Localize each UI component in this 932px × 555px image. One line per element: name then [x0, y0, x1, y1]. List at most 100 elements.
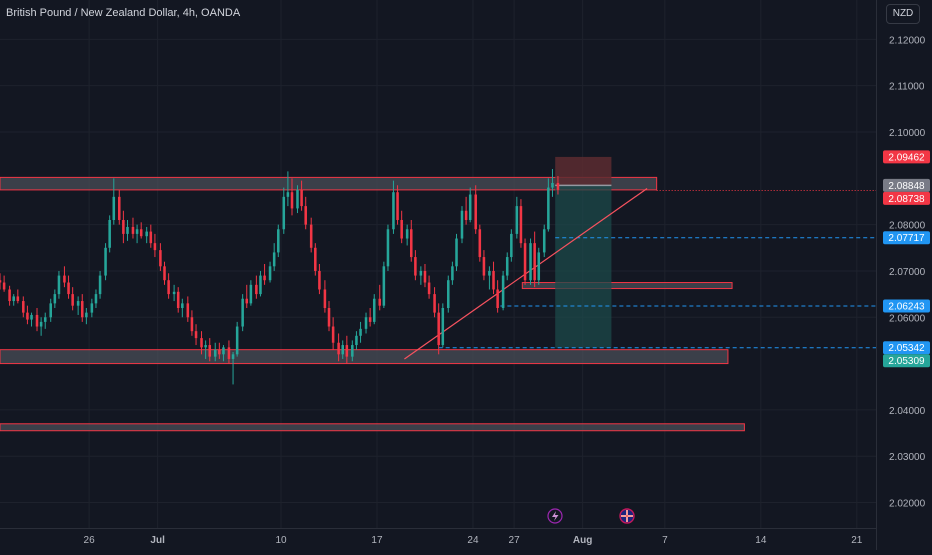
- price-label-box: [883, 341, 930, 355]
- price-tick-label: 2.03000: [889, 452, 926, 463]
- candle: [167, 273, 170, 299]
- candle: [259, 270, 262, 297]
- candle: [427, 275, 431, 299]
- candle: [414, 250, 417, 281]
- take-profit-area[interactable]: [555, 185, 612, 348]
- candle-body: [337, 342, 340, 355]
- price-label: 2.09462: [883, 150, 930, 164]
- candle: [117, 189, 121, 225]
- candle-body: [249, 284, 253, 304]
- candle: [98, 270, 102, 299]
- candle: [163, 261, 166, 285]
- candle: [190, 310, 194, 336]
- candle: [372, 294, 376, 325]
- candle-body: [139, 229, 143, 237]
- candle-body: [368, 317, 372, 322]
- candle-body: [231, 354, 235, 359]
- candle: [39, 317, 43, 336]
- candle-body: [496, 289, 499, 308]
- candle-body: [208, 345, 212, 357]
- candle: [71, 287, 74, 311]
- time-tick-label: Aug: [573, 535, 592, 546]
- candle-body: [533, 243, 536, 281]
- candle: [505, 252, 509, 281]
- candle: [468, 187, 472, 223]
- candle-body: [396, 192, 399, 220]
- candle-body: [272, 252, 276, 267]
- candle: [112, 178, 116, 225]
- candle: [482, 250, 486, 281]
- candle-body: [181, 303, 184, 308]
- candle-body: [296, 189, 299, 209]
- candle: [551, 169, 554, 197]
- candle: [496, 280, 499, 313]
- candle-body: [341, 345, 344, 355]
- candle-body: [163, 266, 166, 281]
- candle: [241, 294, 244, 332]
- candle-body: [447, 280, 450, 308]
- candle-body: [359, 328, 362, 336]
- candle: [222, 345, 225, 362]
- time-axis[interactable]: 26 Jul 10 17 24 27 Aug 7 14 21: [84, 535, 863, 546]
- candle-body: [556, 182, 560, 190]
- candle: [159, 243, 162, 271]
- event-icons[interactable]: [547, 508, 635, 524]
- candles: [0, 169, 560, 385]
- time-tick-label: 17: [371, 535, 383, 546]
- candle-body: [204, 345, 207, 348]
- candle: [542, 224, 546, 258]
- price-label-box: [883, 231, 930, 245]
- flash-event-icon[interactable]: [547, 508, 563, 524]
- candle-body: [492, 270, 495, 290]
- candle: [355, 331, 358, 350]
- candle: [451, 261, 454, 285]
- candle-body: [67, 282, 70, 295]
- candle: [277, 224, 280, 258]
- candle-body: [159, 250, 162, 267]
- candle: [396, 185, 399, 225]
- candle: [392, 180, 395, 234]
- time-tick-label: 10: [275, 535, 287, 546]
- currency-button[interactable]: NZD: [886, 4, 920, 24]
- price-axis[interactable]: 2.12000 2.11000 2.10000 2.08000 2.07000 2.060…: [889, 35, 926, 509]
- candle-body: [474, 194, 477, 230]
- price-tick-label: 2.10000: [889, 128, 926, 139]
- candle-body: [186, 303, 190, 318]
- candle-body: [135, 229, 139, 234]
- candle-body: [12, 296, 15, 302]
- candle-body: [126, 226, 129, 234]
- candle-body: [235, 326, 239, 355]
- candle-body: [80, 301, 84, 318]
- candle: [501, 270, 505, 311]
- candle: [359, 321, 362, 343]
- candle-body: [30, 314, 33, 320]
- uk-flag-event-icon[interactable]: [619, 508, 635, 524]
- candle-body: [213, 349, 217, 357]
- price-label-text: 2.08738: [888, 194, 925, 205]
- candle: [382, 261, 386, 308]
- price-tick-label: 2.08000: [889, 221, 926, 232]
- candle: [268, 261, 272, 283]
- candle: [510, 229, 513, 262]
- candle-body: [515, 206, 519, 234]
- candle-body: [433, 294, 436, 313]
- candle: [441, 303, 445, 348]
- candle: [304, 196, 307, 230]
- candle-body: [405, 229, 409, 239]
- price-tick-label: 2.04000: [889, 406, 926, 417]
- candle-body: [218, 349, 221, 355]
- candle-body: [523, 243, 527, 281]
- price-label-text: 2.05342: [888, 343, 925, 354]
- stop-loss-area[interactable]: [555, 156, 612, 186]
- candle: [533, 231, 536, 288]
- candle-body: [286, 192, 290, 197]
- short-position[interactable]: [555, 156, 612, 348]
- candle-body: [117, 196, 121, 220]
- candle: [433, 287, 436, 318]
- candle-body: [8, 289, 11, 302]
- candle-body: [351, 345, 354, 357]
- time-tick-label: 14: [755, 535, 767, 546]
